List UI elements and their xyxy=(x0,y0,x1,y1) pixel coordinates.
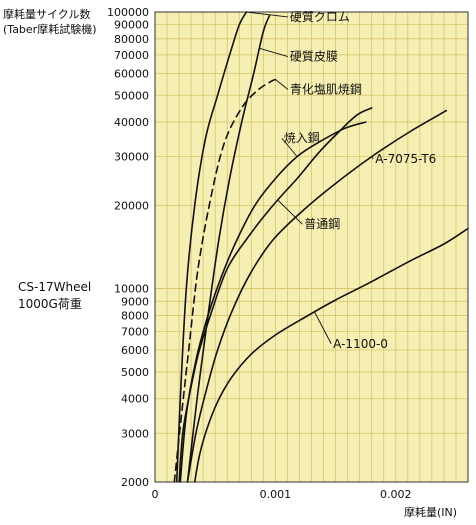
series-line xyxy=(193,227,469,483)
y-tick-label: 6000 xyxy=(121,344,149,357)
series-line xyxy=(178,107,373,483)
series-label: 硬質クロム xyxy=(290,9,350,24)
series-label: 普通鋼 xyxy=(304,217,340,231)
y-tick-label: 80000 xyxy=(114,33,149,46)
leader-line xyxy=(246,11,288,18)
leader-line xyxy=(275,79,289,90)
y-tick-label: 100000 xyxy=(107,6,149,19)
series-label: A-1100-0 xyxy=(333,337,388,351)
y-tick-label: 30000 xyxy=(114,151,149,164)
series-label: 焼入鋼 xyxy=(284,131,320,145)
series-label: 硬質皮膜 xyxy=(290,49,338,64)
y-tick-label: 70000 xyxy=(114,49,149,62)
leader-line xyxy=(281,137,298,157)
plot-border xyxy=(154,11,469,483)
side-label-line-1: CS-17Wheel xyxy=(18,280,91,294)
y-tick-label: 90000 xyxy=(114,19,149,32)
y-tick-label: 5000 xyxy=(121,366,149,379)
x-tick-label: 0.001 xyxy=(260,488,292,501)
series-line xyxy=(173,78,277,483)
y-axis-title-line-2: (Taber摩耗試験機) xyxy=(3,22,97,36)
leader-line xyxy=(314,311,332,344)
series-line xyxy=(186,109,448,483)
series-label: A-7075-T6 xyxy=(375,152,436,166)
x-axis-title: 摩耗量(IN) xyxy=(404,505,457,519)
y-tick-label: 2000 xyxy=(121,476,149,489)
x-tick-labels: 0 0.001 0.002 xyxy=(152,488,412,501)
x-tick-label: 0 xyxy=(152,488,159,501)
series-label: 青化塩肌焼鋼 xyxy=(290,81,362,96)
series-line xyxy=(186,14,271,483)
y-tick-label: 3000 xyxy=(121,427,149,440)
curves xyxy=(173,11,469,483)
y-tick-label: 4000 xyxy=(121,393,149,406)
leader-line xyxy=(371,156,374,160)
y-tick-label: 40000 xyxy=(114,116,149,129)
y-tick-label: 60000 xyxy=(114,67,149,80)
grid xyxy=(154,11,469,483)
side-label-line-2: 1000G荷重 xyxy=(18,297,82,311)
y-tick-label: 7000 xyxy=(121,325,149,338)
y-tick-label: 50000 xyxy=(114,89,149,102)
y-tick-label: 8000 xyxy=(121,309,149,322)
x-tick-label: 0.002 xyxy=(380,488,412,501)
y-axis-title-line-1: 摩耗量サイクル数 xyxy=(3,7,90,21)
leader-line xyxy=(277,199,303,225)
y-tick-label: 10000 xyxy=(114,283,149,296)
leader-line xyxy=(259,47,288,58)
series-line xyxy=(175,11,248,483)
y-tick-label: 20000 xyxy=(114,199,149,212)
y-tick-label: 9000 xyxy=(121,295,149,308)
